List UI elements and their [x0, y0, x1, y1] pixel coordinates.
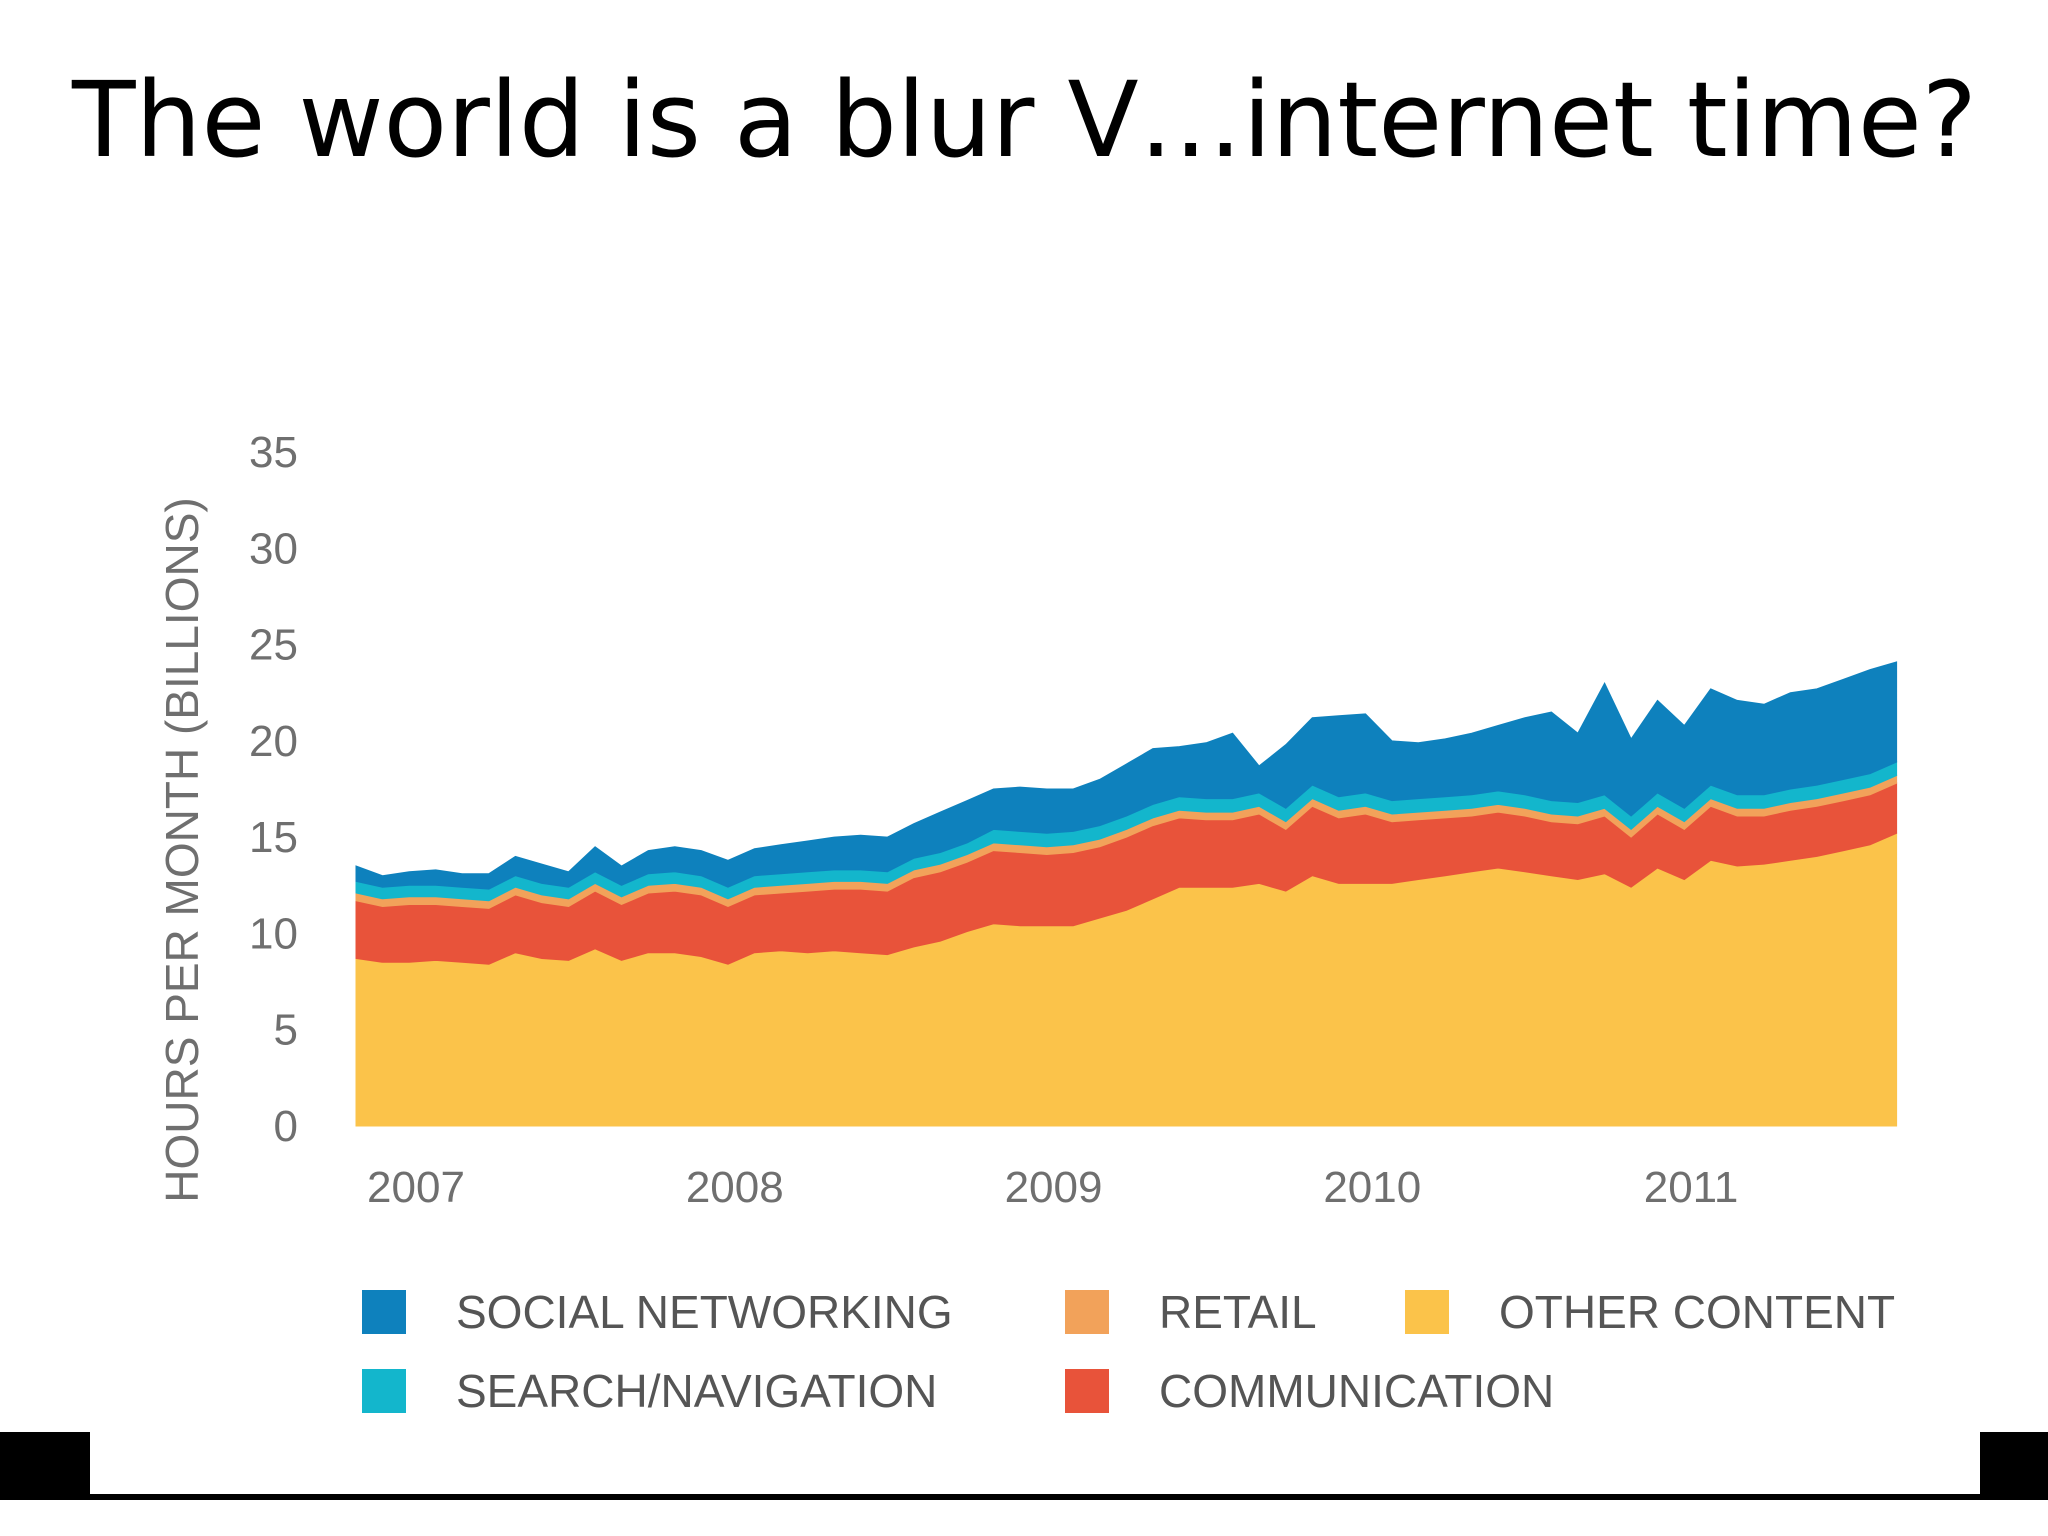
stacked-areas: [355, 661, 1898, 1127]
y-tick-label: 15: [249, 813, 298, 862]
legend-swatch: [362, 1290, 406, 1334]
area-social-networking: [355, 661, 1898, 890]
legend-label: COMMUNICATION: [1159, 1365, 1554, 1417]
legend-item-search-navigation: SEARCH/NAVIGATION: [362, 1365, 937, 1417]
legend-item-communication: COMMUNICATION: [1065, 1365, 1554, 1417]
x-axis-ticks: 2007 2008 2009 2010 2011: [367, 1163, 1738, 1212]
y-axis-ticks: 0 5 10 15 20 25 30 35: [249, 428, 298, 1151]
y-tick-label: 35: [249, 428, 298, 477]
legend-item-retail: RETAIL: [1065, 1286, 1317, 1338]
y-tick-label: 25: [249, 621, 298, 670]
y-tick-label: 20: [249, 717, 298, 766]
legend-item-other-content: OTHER CONTENT: [1405, 1286, 1895, 1338]
legend-swatch: [362, 1369, 406, 1413]
legend-label: OTHER CONTENT: [1499, 1286, 1895, 1338]
footer-bar-left: [0, 1432, 90, 1500]
legend-label: SOCIAL NETWORKING: [456, 1286, 953, 1338]
x-tick-label: 2009: [1005, 1163, 1103, 1212]
x-tick-label: 2011: [1644, 1163, 1739, 1212]
x-tick-label: 2007: [367, 1163, 465, 1212]
y-tick-label: 5: [274, 1006, 298, 1055]
footer-rule: [90, 1494, 1980, 1500]
legend-swatch: [1065, 1369, 1109, 1413]
slide-title: The world is a blur V…internet time?: [72, 59, 1978, 181]
y-tick-label: 10: [249, 909, 298, 958]
footer-bar-right: [1980, 1432, 2048, 1500]
x-tick-label: 2010: [1323, 1163, 1421, 1212]
legend-label: RETAIL: [1159, 1286, 1317, 1338]
legend-item-social-networking: SOCIAL NETWORKING: [362, 1286, 953, 1338]
legend-swatch: [1065, 1290, 1109, 1334]
y-tick-label: 0: [274, 1102, 298, 1151]
legend-label: SEARCH/NAVIGATION: [456, 1365, 937, 1417]
y-tick-label: 30: [249, 524, 298, 573]
legend: SOCIAL NETWORKING RETAIL OTHER CONTENT SEAR…: [362, 1286, 1895, 1417]
y-axis-label: HOURS PER MONTH (BILLIONS): [156, 497, 208, 1202]
x-tick-label: 2008: [686, 1163, 784, 1212]
legend-swatch: [1405, 1290, 1449, 1334]
